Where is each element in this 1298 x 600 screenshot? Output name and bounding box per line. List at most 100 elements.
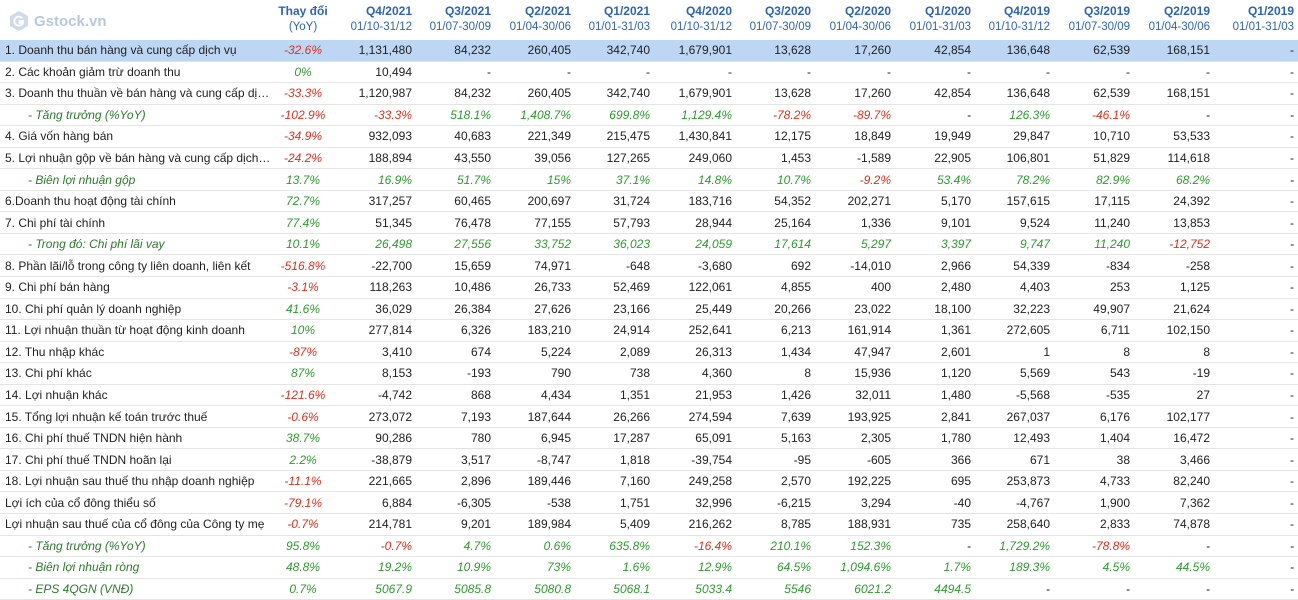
value-cell: 7,639 (736, 405, 815, 428)
column-header-period[interactable]: Q1/2019 01/01-31/03 (1214, 3, 1294, 37)
value-cell: 8 (1054, 341, 1134, 364)
value-cell: - (416, 61, 495, 84)
table-row[interactable]: Lợi ích của cổ đông thiểu số -79.1% 6,884-… (0, 491, 1298, 515)
value-cell: 51.7% (416, 168, 495, 191)
value-cell: 692 (736, 254, 815, 278)
table-row[interactable]: - Tăng trưởng (%YoY) 95.8% -0.7% 4.7% 0.6% 63… (0, 535, 1298, 558)
column-header-period[interactable]: Q4/2019 01/10-31/12 (975, 3, 1050, 37)
value-cell: -4,767 (975, 491, 1054, 515)
value-cell: 74,971 (495, 254, 575, 278)
table-row[interactable]: 2. Các khoản giảm trừ doanh thu 0% 10,494-… (0, 61, 1298, 84)
value-cell: 1,679,901 (654, 82, 736, 105)
value-cell: - (1214, 578, 1298, 600)
value-cell: 22,905 (895, 147, 975, 170)
column-header-label: Q3/2021 (444, 4, 491, 18)
column-header-period[interactable]: Q4/2020 01/10-31/12 (654, 3, 732, 37)
table-row[interactable]: 8. Phần lãi/lỗ trong công ty liên doanh,… (0, 254, 1298, 278)
value-cell: 6021.2 (815, 578, 895, 600)
value-cell: -95 (736, 448, 815, 471)
value-cell: 21,624 (1134, 298, 1214, 321)
column-header-period[interactable]: Q2/2019 01/04-30/06 (1134, 3, 1210, 37)
value-cell: 2,480 (895, 276, 975, 299)
value-cell: 118,263 (334, 276, 416, 299)
yoy-change-cell: -0.6% (272, 405, 334, 428)
value-cell: 1,120,987 (334, 82, 416, 105)
value-cell: - (1214, 470, 1298, 493)
value-cell: 5085.8 (416, 578, 495, 600)
value-cell: 5,170 (895, 190, 975, 213)
value-cell: 18,100 (895, 298, 975, 321)
table-row[interactable]: - Tăng trưởng (%YoY) -102.9% -33.3% 518.1% 1… (0, 104, 1298, 127)
row-label: - Biên lợi nhuận gộp (0, 168, 272, 191)
table-row[interactable]: 7. Chi phí tài chính 77.4% 51,345 76,478 77,… (0, 211, 1298, 234)
table-row[interactable]: 6.Doanh thu hoạt động tài chính 72.7% 317,… (0, 190, 1298, 213)
table-row[interactable]: 13. Chi phí khác 87% 8,153 -193 790 738 4,360 8… (0, 362, 1298, 385)
column-header-period[interactable]: Q4/2021 01/10-31/12 (334, 3, 412, 37)
column-header-date-range: 01/07-30/09 (429, 21, 491, 33)
value-cell: 122,061 (654, 276, 736, 299)
value-cell: 1,453 (736, 147, 815, 170)
column-header-date-range: 01/04-30/06 (1148, 21, 1210, 33)
yoy-change-cell: -102.9% (272, 104, 334, 127)
column-header-period[interactable]: Q2/2021 01/04-30/06 (495, 3, 571, 37)
row-label: - Tăng trưởng (%YoY) (0, 535, 272, 558)
value-cell: 4,434 (495, 384, 575, 407)
column-header-period[interactable]: Q1/2020 01/01-31/03 (895, 3, 971, 37)
value-cell: - (1134, 535, 1214, 558)
table-row[interactable]: - Biên lợi nhuận ròng 48.8% 19.2% 10.9% 73% 1… (0, 556, 1298, 579)
table-row[interactable]: 18. Lợi nhuận sau thuế thu nhập doanh ng… (0, 470, 1298, 493)
gstock-logo[interactable]: Gstock.vn (8, 6, 107, 36)
column-header-period[interactable]: Q2/2020 01/04-30/06 (815, 3, 891, 37)
value-cell: 695 (895, 470, 975, 493)
table-row[interactable]: 12. Thu nhập khác -87% 3,410 674 5,224 2,089 2… (0, 341, 1298, 364)
table-row[interactable]: Lợi nhuận sau thuế của cổ đông của Công … (0, 513, 1298, 536)
column-header-period[interactable]: Q3/2020 01/07-30/09 (736, 3, 811, 37)
table-row[interactable]: 14. Lợi nhuận khác -121.6% -4,742 868 4,434 1… (0, 384, 1298, 407)
value-cell: 253,873 (975, 470, 1054, 493)
value-cell: 27,626 (495, 298, 575, 321)
value-cell: 15,936 (815, 362, 895, 385)
table-row[interactable]: 5. Lợi nhuận gộp về bán hàng và cung cấp… (0, 147, 1298, 170)
table-row[interactable]: 10. Chi phí quản lý doanh nghiệp 41.6% 36,… (0, 298, 1298, 321)
value-cell: 780 (416, 427, 495, 450)
value-cell: 13,628 (736, 82, 815, 105)
value-cell: 24,059 (654, 233, 736, 256)
value-cell: 17,287 (575, 427, 654, 450)
table-row[interactable]: 3. Doanh thu thuần về bán hàng và cung c… (0, 82, 1298, 105)
column-header-period[interactable]: Q3/2021 01/07-30/09 (416, 3, 491, 37)
value-cell: 49,907 (1054, 298, 1134, 321)
yoy-change-cell: -0.7% (272, 513, 334, 536)
column-header-period[interactable]: Q3/2019 01/07-30/09 (1054, 3, 1130, 37)
value-cell: 674 (416, 341, 495, 364)
value-cell: 192,225 (815, 470, 895, 493)
value-cell: - (1214, 427, 1298, 450)
value-cell: 8,153 (334, 362, 416, 385)
table-row[interactable]: - EPS 4QGN (VNĐ) 0.7% 5067.9 5085.8 5080.8 50… (0, 578, 1298, 600)
table-row[interactable]: 17. Chi phí thuế TNDN hoãn lại 2.2% -38,87… (0, 448, 1298, 471)
table-row[interactable]: 4. Giá vốn hàng bán -34.9% 932,093 40,683 22… (0, 125, 1298, 148)
table-row[interactable]: 16. Chi phí thuế TNDN hiện hành 38.7% 90,2… (0, 427, 1298, 450)
value-cell: -6,305 (416, 491, 495, 515)
value-cell: -46.1% (1054, 104, 1134, 127)
value-cell: 20,266 (736, 298, 815, 321)
value-cell: 65,091 (654, 427, 736, 450)
table-row[interactable]: 11. Lợi nhuận thuần từ hoạt động kinh do… (0, 319, 1298, 342)
value-cell: 102,177 (1134, 405, 1214, 428)
value-cell: 5,163 (736, 427, 815, 450)
table-row[interactable]: - Trong đó: Chi phí lãi vay 10.1% 26,498 27… (0, 233, 1298, 256)
table-row[interactable]: 1. Doanh thu bán hàng và cung cấp dịch v… (0, 40, 1298, 62)
column-header-yoy[interactable]: Thay đổi (YoY) (272, 3, 334, 37)
value-cell: 26,266 (575, 405, 654, 428)
value-cell: 5033.4 (654, 578, 736, 600)
column-header-period[interactable]: Q1/2021 01/01-31/03 (575, 3, 650, 37)
value-cell: 33,752 (495, 233, 575, 256)
value-cell: 1,361 (895, 319, 975, 342)
value-cell: - (1214, 319, 1298, 342)
value-cell: 42,854 (895, 82, 975, 105)
value-cell: - (895, 61, 975, 84)
table-row[interactable]: 15. Tổng lợi nhuận kế toán trước thuế -0.… (0, 405, 1298, 428)
table-row[interactable]: - Biên lợi nhuận gộp 13.7% 16.9% 51.7% 15% 37… (0, 168, 1298, 191)
row-label: 13. Chi phí khác (0, 362, 272, 385)
value-cell: 51,345 (334, 211, 416, 234)
table-row[interactable]: 9. Chi phí bán hàng -3.1% 118,263 10,486 26,… (0, 276, 1298, 299)
